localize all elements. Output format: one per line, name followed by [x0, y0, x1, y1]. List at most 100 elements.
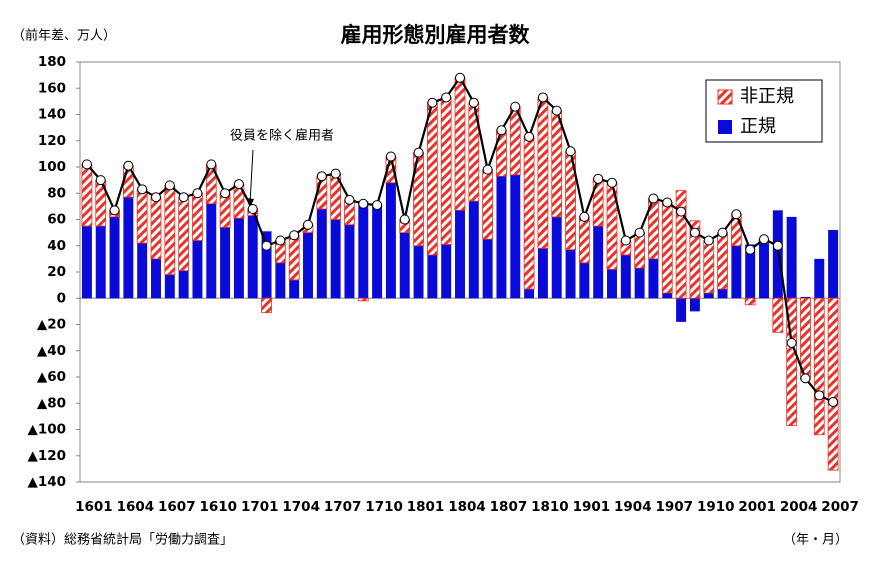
- bar-segment: [81, 226, 92, 299]
- total-point: [579, 211, 590, 222]
- bar-segment: [151, 258, 161, 299]
- total-point: [689, 227, 700, 238]
- total-point: [772, 240, 783, 251]
- bar-segment: [81, 163, 93, 227]
- y-tick-label: ▲20: [37, 317, 66, 333]
- bar-segment: [648, 258, 659, 299]
- x-tick-label: 1707: [324, 499, 362, 515]
- bar-segment: [441, 244, 452, 299]
- bar-segment: [192, 240, 203, 299]
- bar-segment: [206, 203, 217, 299]
- bar-segment: [828, 230, 839, 299]
- bar-segment: [164, 184, 176, 276]
- bar-segment: [537, 248, 548, 299]
- total-point: [759, 234, 769, 245]
- bar-segment: [303, 232, 313, 299]
- bar-segment: [426, 102, 438, 256]
- total-point: [703, 235, 714, 246]
- total-point: [358, 198, 369, 209]
- y-tick-label: 120: [38, 133, 66, 149]
- y-tick-label: 0: [57, 290, 66, 306]
- bar-segment: [123, 197, 134, 299]
- bar-segment: [275, 262, 286, 299]
- bar-segment: [786, 216, 797, 299]
- y-tick-label: 160: [38, 80, 66, 96]
- bar-segment: [288, 234, 300, 281]
- total-point: [385, 151, 396, 162]
- y-tick-label: ▲100: [27, 422, 66, 438]
- bar-segment: [496, 176, 507, 299]
- bar-segment: [344, 224, 355, 299]
- total-point: [565, 146, 576, 157]
- total-point: [524, 131, 535, 142]
- total-point: [786, 337, 797, 348]
- bar-segment: [523, 136, 535, 290]
- bar-segment: [385, 182, 396, 299]
- total-point: [344, 194, 355, 205]
- total-point: [109, 205, 120, 216]
- bar-segment: [233, 218, 244, 299]
- bar-segment: [661, 202, 673, 294]
- bar-segment: [717, 289, 728, 299]
- total-point: [455, 72, 465, 83]
- total-point: [95, 175, 106, 186]
- x-tick-label: 2001: [738, 499, 776, 515]
- bar-segment: [827, 297, 839, 471]
- bar-segment: [330, 219, 341, 299]
- total-point: [303, 219, 313, 230]
- x-tick-label: 1807: [490, 499, 528, 515]
- total-point: [399, 214, 410, 225]
- bar-segment: [289, 279, 300, 299]
- total-point: [441, 92, 452, 103]
- bar-segment: [109, 216, 120, 299]
- bar-segment: [482, 239, 493, 299]
- y-tick-label: 20: [47, 264, 66, 280]
- bar-segment: [261, 231, 272, 299]
- bar-segment: [178, 270, 189, 299]
- total-point: [593, 173, 604, 184]
- bar-segment: [468, 201, 479, 299]
- bar-segment: [316, 209, 327, 299]
- legend-label: 正規: [740, 116, 776, 137]
- bar-segment: [164, 274, 175, 299]
- bar-segment: [192, 192, 203, 241]
- y-tick-label: 60: [47, 212, 66, 228]
- bar-segment: [578, 216, 590, 264]
- total-point: [81, 159, 92, 170]
- total-point: [316, 171, 327, 182]
- total-point: [137, 184, 148, 195]
- bar-segment: [593, 226, 604, 299]
- y-tick-label: 140: [38, 107, 66, 123]
- x-tick-label: 1704: [282, 499, 320, 515]
- chart-title: 雇用形態別雇用者数: [341, 23, 531, 47]
- bar-segment: [634, 232, 646, 269]
- total-point: [648, 193, 659, 204]
- bar-segment: [178, 196, 190, 272]
- bar-segment: [551, 110, 563, 218]
- x-tick-label: 1801: [407, 499, 445, 515]
- bar-segment: [137, 243, 148, 299]
- y-tick-label: ▲140: [27, 474, 66, 490]
- x-tick-label: 2007: [821, 499, 859, 515]
- total-point: [192, 188, 203, 199]
- bar-segment: [440, 97, 452, 245]
- x-tick-label: 1701: [241, 499, 279, 515]
- bar-segment: [814, 258, 825, 299]
- total-point: [731, 209, 742, 220]
- bar-segment: [772, 297, 784, 333]
- total-point: [482, 164, 493, 175]
- bar-segment: [372, 206, 383, 299]
- bar-segment: [524, 289, 535, 299]
- bar-segment: [510, 174, 521, 299]
- total-point: [814, 390, 825, 401]
- total-point: [206, 159, 217, 170]
- total-point: [662, 197, 673, 208]
- x-tick-label: 1710: [365, 499, 403, 515]
- bar-segment: [358, 201, 369, 299]
- bar-segment: [537, 97, 549, 249]
- total-point: [178, 192, 189, 203]
- x-tick-label: 1810: [531, 499, 569, 515]
- bar-segment: [675, 190, 687, 299]
- total-point: [247, 204, 258, 214]
- total-point: [620, 235, 631, 246]
